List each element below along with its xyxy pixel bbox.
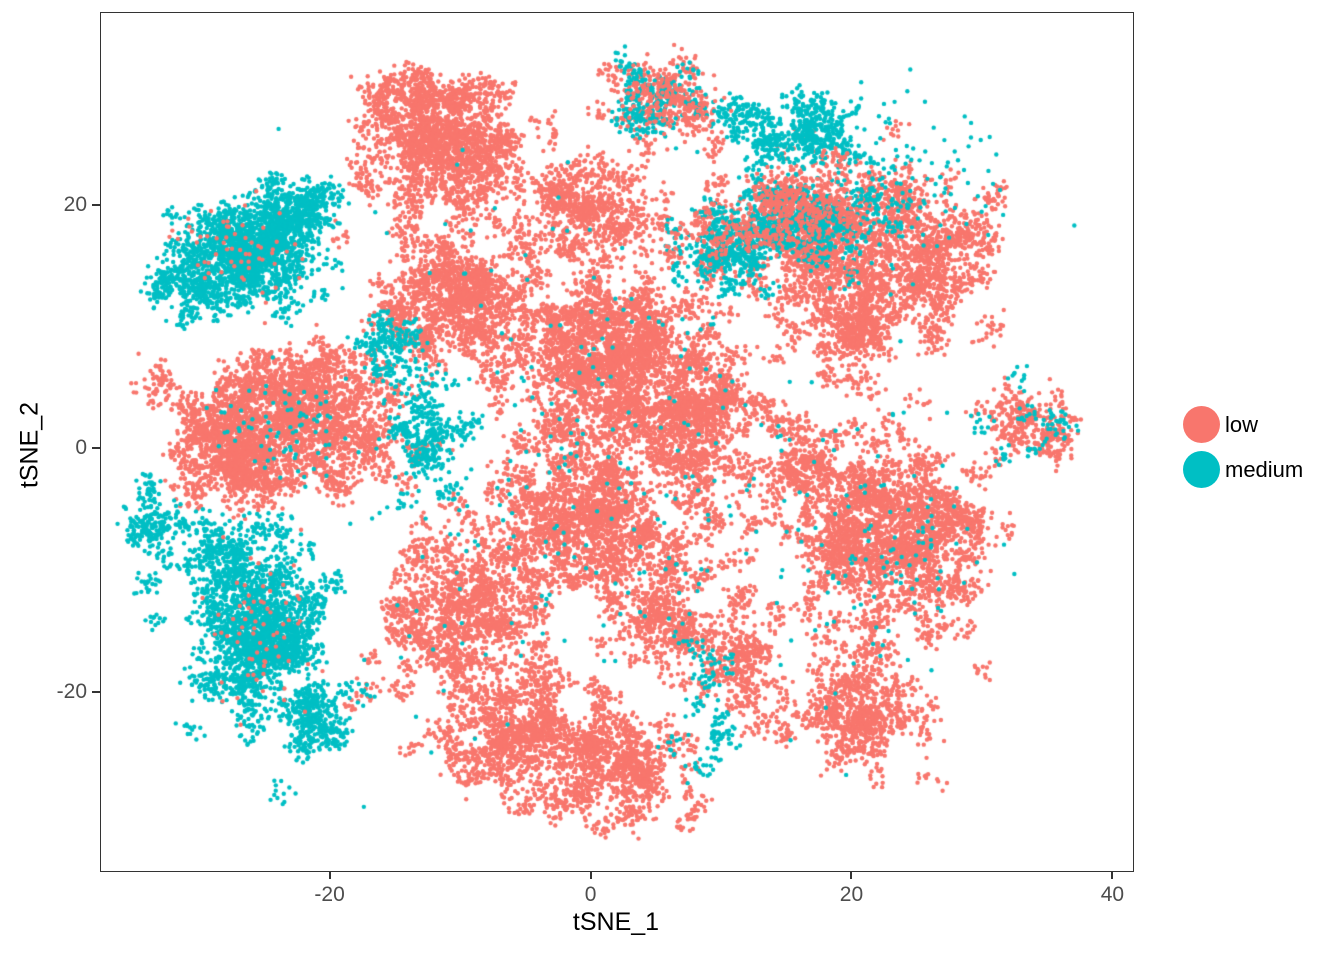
legend: low medium	[1183, 402, 1303, 492]
legend-label-low: low	[1225, 411, 1259, 437]
x-tick-mark--20	[328, 871, 331, 879]
y-tick-mark-20	[92, 203, 100, 206]
y-tick-mark-0	[92, 447, 100, 450]
legend-swatch-medium	[1183, 451, 1220, 488]
y-tick-label--20: -20	[56, 680, 87, 704]
y-tick-mark--20	[92, 691, 100, 694]
y-axis-title: tSNE_2	[15, 401, 44, 489]
x-tick-mark-40	[1111, 871, 1114, 879]
x-tick-label-20: 20	[839, 883, 864, 906]
y-tick-label-0: 0	[75, 436, 87, 460]
x-axis-title: tSNE_1	[572, 908, 660, 936]
plot-panel	[100, 12, 1134, 872]
x-tick-mark-20	[850, 871, 853, 879]
x-tick-label-40: 40	[1100, 883, 1125, 906]
scatter-points-canvas	[101, 13, 1133, 871]
x-tick-label-0: 0	[584, 883, 597, 906]
x-tick-mark-0	[589, 871, 592, 879]
legend-item-medium: medium	[1183, 447, 1303, 492]
legend-item-low: low	[1183, 402, 1303, 447]
legend-label-medium: medium	[1225, 456, 1304, 482]
x-tick-label--20: -20	[314, 883, 345, 906]
y-tick-label-20: 20	[63, 192, 87, 216]
legend-swatch-low	[1183, 406, 1220, 443]
